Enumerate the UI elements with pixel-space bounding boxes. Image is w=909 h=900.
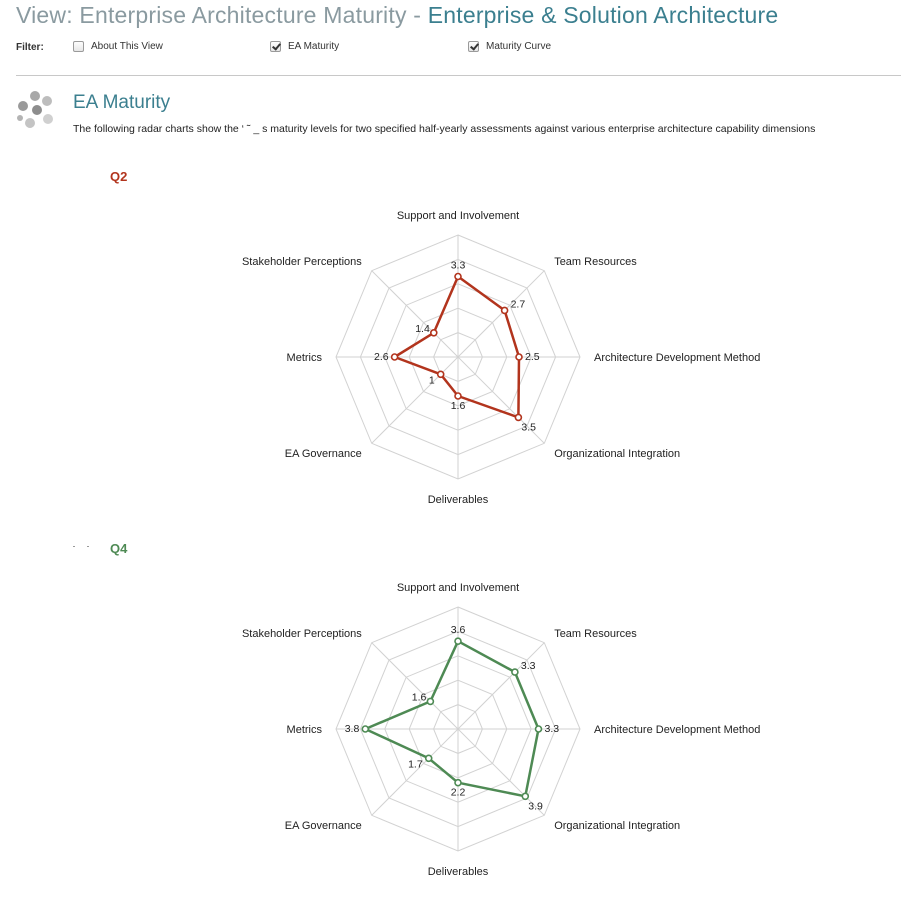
page-title-prefix: View: Enterprise Architecture Maturity - <box>16 2 428 28</box>
filter-label: Filter: <box>16 42 44 53</box>
radar-axis-line <box>457 270 545 358</box>
radar-axis-label: Stakeholder Perceptions <box>242 256 362 268</box>
q4-value-label: 3.3 <box>545 723 560 735</box>
q4-data-point[interactable] <box>361 725 370 733</box>
ea-maturity-label: EA Maturity <box>288 41 340 52</box>
filter-about-this-view[interactable]: About This View <box>73 41 163 52</box>
q2-value-label: 2.7 <box>511 298 526 310</box>
page-title-accent: Enterprise & Solution Architecture <box>427 2 779 28</box>
q2-value-label: 3.3 <box>451 260 466 272</box>
q4-value-label: 1.7 <box>408 758 423 770</box>
q4-value-label: 3.6 <box>451 624 466 636</box>
header-divider <box>16 75 901 76</box>
radar-grid <box>335 606 581 852</box>
radar-chart-q4: Support and Involvement Team Resources Arc… <box>242 582 760 878</box>
maturity-curve-checkbox[interactable] <box>468 41 479 52</box>
radar-axis-label: Support and Involvement <box>397 210 519 222</box>
section-description: The following radar charts show the ‘ ˜ … <box>73 123 816 135</box>
radar-axis-line <box>457 356 545 444</box>
radar-axis-label: EA Governance <box>285 448 362 460</box>
q4-value-label: 3.3 <box>521 660 536 672</box>
q2-data-point[interactable] <box>390 353 399 361</box>
maturity-curve-label: Maturity Curve <box>486 41 552 52</box>
radar-axis-line <box>371 728 459 816</box>
radar-axis-line <box>371 356 459 444</box>
q4-value-label: 3.8 <box>345 723 360 735</box>
q4-data-point[interactable] <box>426 697 435 706</box>
q2-label: Q2 <box>110 169 128 184</box>
stray-mark <box>73 546 75 547</box>
q4-data-point[interactable] <box>511 668 519 676</box>
radar-axis-label: Organizational Integration <box>554 820 680 832</box>
q2-value-label: 1 <box>429 374 435 386</box>
page-title: View: Enterprise Architecture Maturity -… <box>16 2 778 29</box>
q4-data-point[interactable] <box>521 792 530 801</box>
q2-data-point[interactable] <box>500 306 509 315</box>
radar-chart-q2: Support and Involvement Team Resources Arc… <box>242 210 760 506</box>
stray-mark <box>87 546 89 547</box>
q2-data-point[interactable] <box>514 413 523 422</box>
radar-axis-label: Team Resources <box>554 256 637 268</box>
q2-value-label: 1.4 <box>415 323 430 335</box>
q2-data-point[interactable] <box>454 272 462 281</box>
q2-value-label: 1.6 <box>451 400 466 412</box>
filter-ea-maturity[interactable]: EA Maturity <box>270 41 339 52</box>
q4-value-label: 3.9 <box>528 800 543 812</box>
section-title: EA Maturity <box>73 92 171 113</box>
q4-data-point[interactable] <box>454 637 462 645</box>
radar-axis-line <box>457 642 545 730</box>
q2-value-label: 2.6 <box>374 351 389 363</box>
about-this-view-label: About This View <box>91 41 163 52</box>
radar-axis-label: Deliverables <box>428 494 489 506</box>
q4-data-point[interactable] <box>534 725 543 733</box>
radar-axis-line <box>371 642 459 730</box>
radar-axis-line <box>457 728 545 816</box>
q4-data-point[interactable] <box>424 754 433 763</box>
q2-data-point[interactable] <box>515 353 523 361</box>
q2-data-point[interactable] <box>436 370 445 379</box>
filter-maturity-curve[interactable]: Maturity Curve <box>468 41 551 52</box>
radar-axis-label: Metrics <box>287 724 323 736</box>
q2-value-label: 3.5 <box>521 421 536 433</box>
q4-data-point[interactable] <box>454 778 462 787</box>
q4-value-label: 2.2 <box>451 787 466 799</box>
radar-axis-label: Deliverables <box>428 866 489 878</box>
radar-axis-label: Architecture Development Method <box>594 724 760 736</box>
radar-axis-line <box>371 270 459 358</box>
radar-axis-label: Organizational Integration <box>554 448 680 460</box>
radar-axis-label: Team Resources <box>554 628 637 640</box>
radar-axis-label: EA Governance <box>285 820 362 832</box>
q2-data-point[interactable] <box>429 329 438 337</box>
filter-bar: Filter: About This View EA Maturity Matu… <box>16 41 896 57</box>
q2-value-label: 2.5 <box>525 351 540 363</box>
radar-axis-label: Support and Involvement <box>397 582 519 594</box>
radar-axis-label: Metrics <box>287 352 323 364</box>
radar-axis-label: Stakeholder Perceptions <box>242 628 362 640</box>
q2-data-point[interactable] <box>454 392 462 400</box>
ea-maturity-checkbox[interactable] <box>270 41 281 52</box>
radar-grid <box>335 234 581 480</box>
gray-dots-cluster-icon <box>17 91 53 128</box>
about-this-view-checkbox[interactable] <box>73 41 84 52</box>
radar-axis-label: Architecture Development Method <box>594 352 760 364</box>
q4-label: Q4 <box>110 541 128 556</box>
q4-value-label: 1.6 <box>412 691 427 703</box>
